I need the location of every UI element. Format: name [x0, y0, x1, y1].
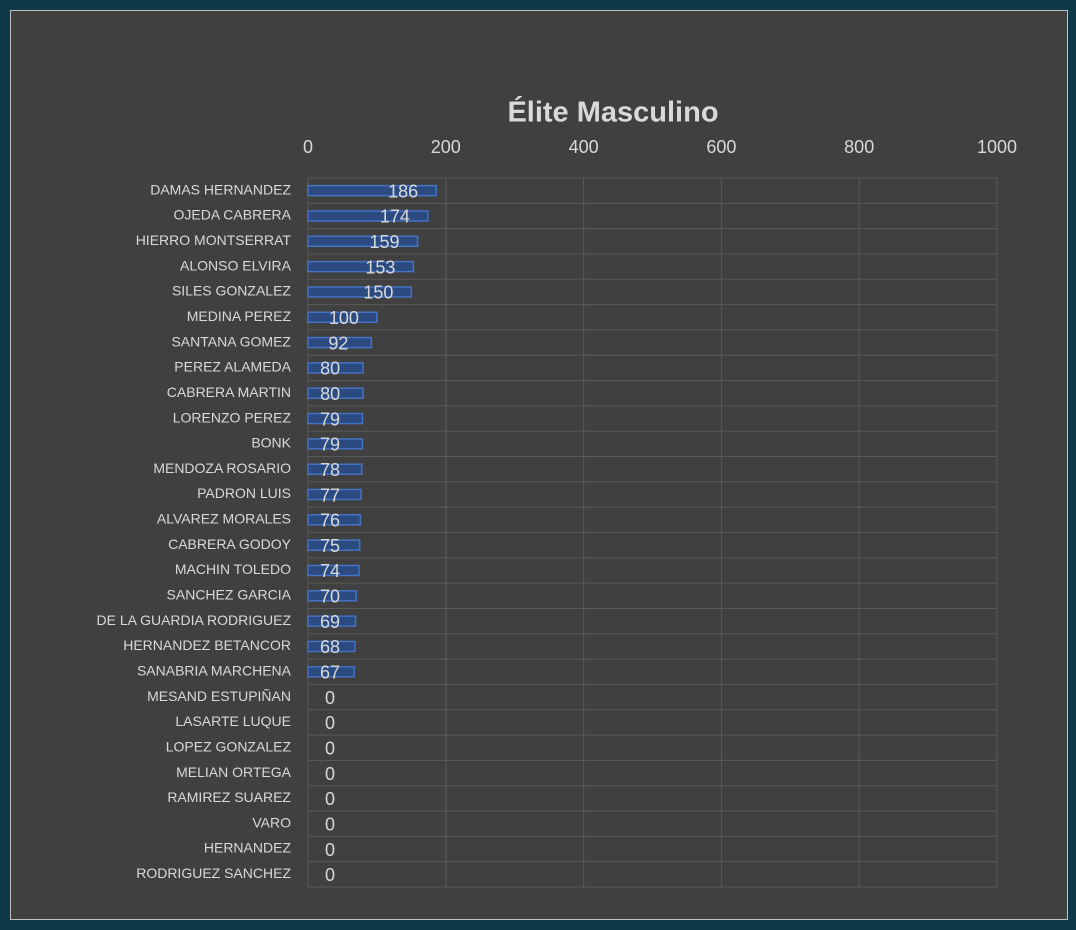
bar	[307, 590, 357, 602]
data-label: 80	[320, 359, 340, 379]
y-tick-label: SANTANA GOMEZ	[171, 333, 291, 349]
data-label: 0	[325, 840, 335, 860]
data-label: 92	[328, 333, 348, 353]
data-label: 76	[320, 511, 340, 531]
bar	[307, 336, 373, 349]
data-label: 0	[325, 738, 335, 758]
y-tick-label: SANCHEZ GARCIA	[167, 587, 292, 603]
bar	[307, 539, 361, 551]
x-tick-label: 400	[569, 137, 599, 157]
y-tick-label: HERNANDEZ	[204, 840, 292, 856]
data-label: 0	[325, 814, 335, 834]
y-tick-label: VARO	[252, 814, 291, 830]
bar	[307, 488, 362, 501]
bar	[307, 666, 355, 678]
bar	[307, 463, 363, 475]
data-label: 69	[320, 612, 340, 632]
data-label: 150	[363, 283, 393, 303]
chart-title: Élite Masculino	[507, 95, 718, 129]
bar	[307, 412, 364, 425]
y-tick-label: MACHIN TOLEDO	[175, 561, 291, 577]
y-tick-label: OJEDA CABRERA	[174, 207, 292, 223]
y-tick-label: SILES GONZALEZ	[172, 283, 291, 299]
data-label: 100	[329, 308, 359, 328]
y-tick-label: MESAND ESTUPIÑAN	[147, 688, 291, 704]
y-tick-label: CABRERA MARTIN	[167, 384, 291, 400]
y-tick-label: BONK	[251, 435, 291, 451]
bar	[307, 564, 360, 577]
x-tick-label: 1000	[977, 137, 1017, 157]
data-label: 78	[320, 460, 340, 480]
data-label: 153	[365, 257, 395, 277]
y-tick-label: SANABRIA MARCHENA	[137, 662, 292, 678]
y-tick-label: CABRERA GODOY	[168, 536, 292, 552]
data-label: 174	[380, 207, 410, 227]
data-label: 67	[320, 663, 340, 683]
data-label: 79	[320, 435, 340, 455]
y-tick-label: RAMIREZ SUAREZ	[167, 789, 291, 805]
y-tick-label: PEREZ ALAMEDA	[174, 359, 291, 375]
data-label: 80	[320, 384, 340, 404]
data-label: 0	[325, 764, 335, 784]
bar	[307, 387, 364, 399]
y-tick-label: LORENZO PEREZ	[173, 409, 292, 425]
bar	[307, 438, 364, 450]
x-tick-label: 600	[706, 137, 736, 157]
data-label: 159	[370, 232, 400, 252]
bar	[307, 615, 357, 627]
data-label: 70	[320, 587, 340, 607]
data-label: 77	[320, 485, 340, 505]
y-tick-label: LASARTE LUQUE	[175, 713, 291, 729]
y-tick-label: MENDOZA ROSARIO	[153, 460, 291, 476]
y-tick-label: HERNANDEZ BETANCOR	[123, 637, 291, 653]
data-label: 75	[320, 536, 340, 556]
y-tick-label: DE LA GUARDIA RODRIGUEZ	[97, 612, 292, 628]
bar	[307, 640, 356, 653]
data-label: 79	[320, 409, 340, 429]
x-tick-label: 200	[431, 137, 461, 157]
data-label: 68	[320, 637, 340, 657]
bar	[307, 286, 413, 298]
data-label: 0	[325, 713, 335, 733]
y-tick-label: DAMAS HERNANDEZ	[150, 181, 291, 197]
y-tick-label: LOPEZ GONZALEZ	[166, 738, 292, 754]
y-tick-label: PADRON LUIS	[197, 485, 291, 501]
x-tick-label: 0	[303, 137, 313, 157]
bar	[307, 210, 429, 222]
y-tick-label: ALVAREZ MORALES	[157, 511, 291, 527]
y-tick-label: ALONSO ELVIRA	[180, 257, 292, 273]
x-tick-label: 800	[844, 137, 874, 157]
chart-panel	[10, 10, 1068, 920]
bar	[307, 514, 362, 526]
bar	[307, 260, 415, 273]
y-tick-label: RODRIGUEZ SANCHEZ	[136, 865, 291, 881]
data-label: 0	[325, 688, 335, 708]
bar	[307, 362, 364, 374]
data-label: 186	[388, 181, 418, 201]
y-tick-label: HIERRO MONTSERRAT	[136, 232, 292, 248]
y-tick-label: MEDINA PEREZ	[187, 308, 292, 324]
bar	[307, 311, 378, 324]
y-tick-label: MELIAN ORTEGA	[176, 764, 292, 780]
bar	[307, 184, 437, 197]
data-label: 0	[325, 789, 335, 809]
bar	[307, 235, 419, 248]
data-label: 0	[325, 865, 335, 885]
data-label: 74	[320, 561, 340, 581]
